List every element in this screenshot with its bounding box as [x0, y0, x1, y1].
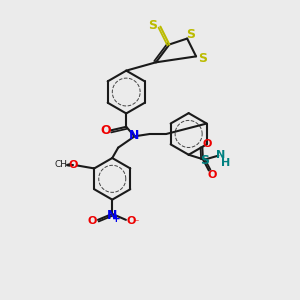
Text: H: H — [221, 158, 230, 168]
Text: ⁻: ⁻ — [133, 218, 139, 228]
Text: S: S — [148, 19, 158, 32]
Text: O: O — [100, 124, 111, 137]
Text: O: O — [203, 139, 212, 149]
Text: O: O — [69, 160, 78, 170]
Text: CH₃: CH₃ — [54, 160, 71, 169]
Text: O: O — [127, 216, 136, 226]
Text: N: N — [107, 209, 117, 222]
Text: N: N — [129, 129, 140, 142]
Text: S: S — [198, 52, 207, 65]
Text: +: + — [111, 214, 120, 224]
Text: O: O — [207, 170, 217, 180]
Text: N: N — [216, 150, 225, 160]
Text: O: O — [88, 216, 97, 226]
Text: S: S — [200, 154, 209, 166]
Text: S: S — [186, 28, 195, 41]
